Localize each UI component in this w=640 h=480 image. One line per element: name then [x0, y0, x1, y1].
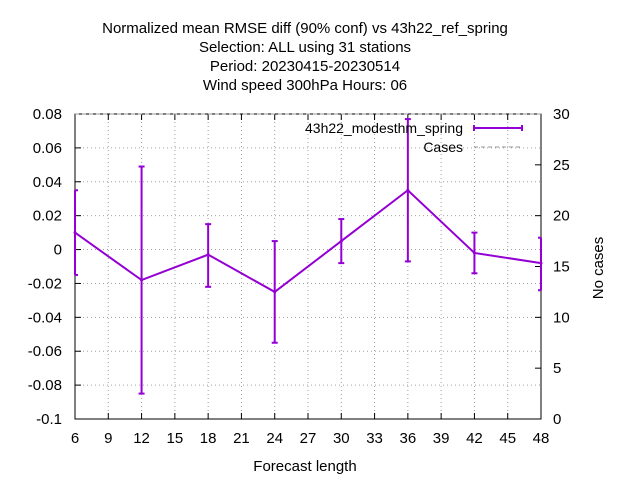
y2-axis-label: No cases [590, 237, 607, 300]
title-line-4: Wind speed 300hPa Hours: 06 [203, 77, 407, 94]
y2-tick-label: 20 [553, 208, 570, 225]
y-tick-label: -0.1 [36, 411, 62, 428]
y-tick-label: 0 [54, 242, 62, 259]
data-point [273, 290, 277, 294]
data-point [140, 278, 144, 282]
y2-tick-label: 25 [553, 157, 570, 174]
legend: 43h22_modesthm_spring Cases [305, 120, 523, 155]
rmse-series-line [74, 188, 542, 294]
series-layer [73, 113, 543, 395]
chart-title: Normalized mean RMSE diff (90% conf) vs … [102, 20, 508, 94]
title-line-2: Selection: ALL using 31 stations [199, 39, 411, 56]
y2-tick-label: 30 [553, 106, 570, 123]
y-tick-label: -0.06 [28, 343, 62, 360]
title-line-1: Normalized mean RMSE diff (90% conf) vs … [102, 20, 508, 37]
title-line-3: Period: 20230415-20230514 [210, 58, 400, 75]
data-point [73, 231, 77, 235]
data-point [406, 188, 410, 192]
x-tick-label: 12 [133, 430, 150, 447]
data-point [472, 251, 476, 255]
legend-label-series: 43h22_modesthm_spring [305, 120, 463, 136]
x-tick-label: 9 [104, 430, 112, 447]
y-tick-label: 0.06 [33, 140, 62, 157]
x-tick-label: 36 [400, 430, 417, 447]
x-tick-label: 45 [499, 430, 516, 447]
x-tick-label: 24 [266, 430, 283, 447]
x-tick-label: 21 [233, 430, 250, 447]
data-point [339, 239, 343, 243]
tick-labels: 6 9 12 15 18 21 24 27 30 33 36 39 42 45 48 0.08 0.06 0.04… [28, 106, 570, 447]
x-tick-label: 6 [71, 430, 79, 447]
y-tick-label: -0.04 [28, 309, 62, 326]
legend-label-cases: Cases [423, 139, 463, 155]
x-tick-label: 42 [466, 430, 483, 447]
x-axis-label: Forecast length [253, 458, 356, 475]
y-tick-label: 0.02 [33, 208, 62, 225]
y2-tick-label: 5 [553, 360, 561, 377]
data-point [206, 253, 210, 257]
y2-tick-label: 0 [553, 411, 561, 428]
x-tick-label: 33 [366, 430, 383, 447]
x-tick-label: 27 [300, 430, 317, 447]
x-tick-label: 48 [533, 430, 550, 447]
y2-tick-label: 10 [553, 309, 570, 326]
x-tick-label: 15 [167, 430, 184, 447]
y2-tick-label: 15 [553, 259, 570, 276]
data-point [539, 261, 543, 265]
y-tick-label: 0.04 [33, 174, 62, 191]
y-tick-label: -0.02 [28, 275, 62, 292]
x-tick-label: 39 [433, 430, 450, 447]
x-tick-label: 18 [200, 430, 217, 447]
y-tick-label: -0.08 [28, 377, 62, 394]
y-tick-label: 0.08 [33, 106, 62, 123]
x-tick-label: 30 [333, 430, 350, 447]
